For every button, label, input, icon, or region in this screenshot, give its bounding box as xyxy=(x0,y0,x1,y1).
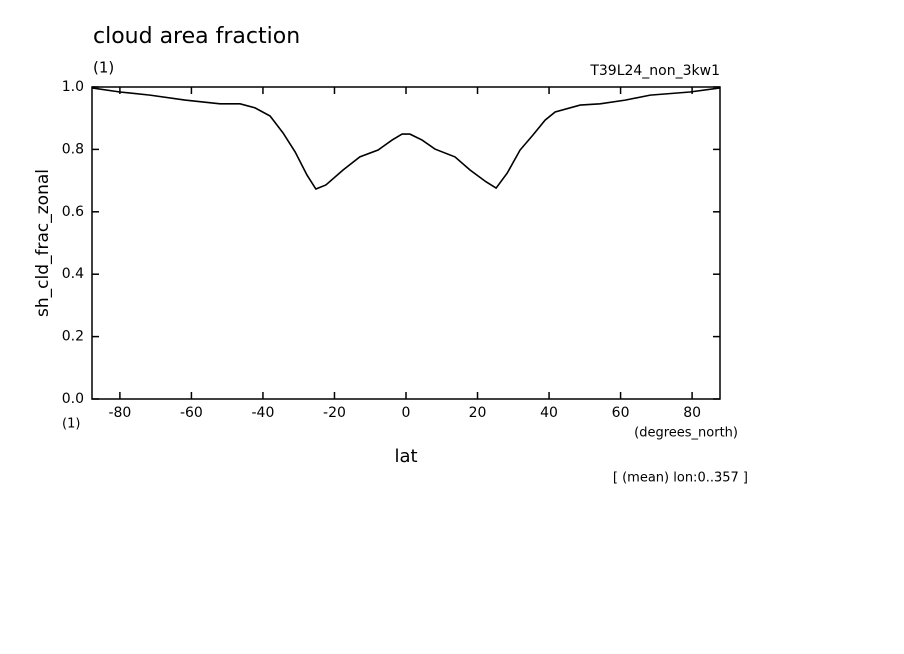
x-tick-label: 80 xyxy=(683,405,701,421)
y-tick-label: 0.6 xyxy=(62,204,84,220)
x-tick-label: -80 xyxy=(108,405,131,421)
x-tick-label: 40 xyxy=(540,405,558,421)
data-line xyxy=(91,87,721,191)
y-unit: (1) xyxy=(62,417,80,432)
x-tick-label: -60 xyxy=(180,405,203,421)
y-tick-label: 1.0 xyxy=(62,79,84,95)
x-axis-label: lat xyxy=(394,446,417,467)
run-label: T39L24_non_3kw1 xyxy=(589,63,720,79)
y-tick-label: 0.0 xyxy=(62,391,84,407)
x-tick-label: -40 xyxy=(252,405,275,421)
x-tick-label: -20 xyxy=(323,405,346,421)
x-tick-label: 0 xyxy=(402,405,411,421)
x-tick-label: 20 xyxy=(469,405,487,421)
x-tick-label: 60 xyxy=(612,405,630,421)
y-axis-label: sh_cld_frac_zonal xyxy=(33,169,53,317)
y-tick-label: 0.4 xyxy=(62,266,84,282)
y-tick-label: 0.2 xyxy=(62,329,84,345)
chart-subtitle: (1) xyxy=(93,59,114,77)
annotation: [ (mean) lon:0..357 ] xyxy=(613,471,748,486)
chart-title: cloud area fraction xyxy=(93,24,300,49)
x-unit: (degrees_north) xyxy=(634,426,738,441)
y-tick-label: 0.8 xyxy=(62,141,84,157)
